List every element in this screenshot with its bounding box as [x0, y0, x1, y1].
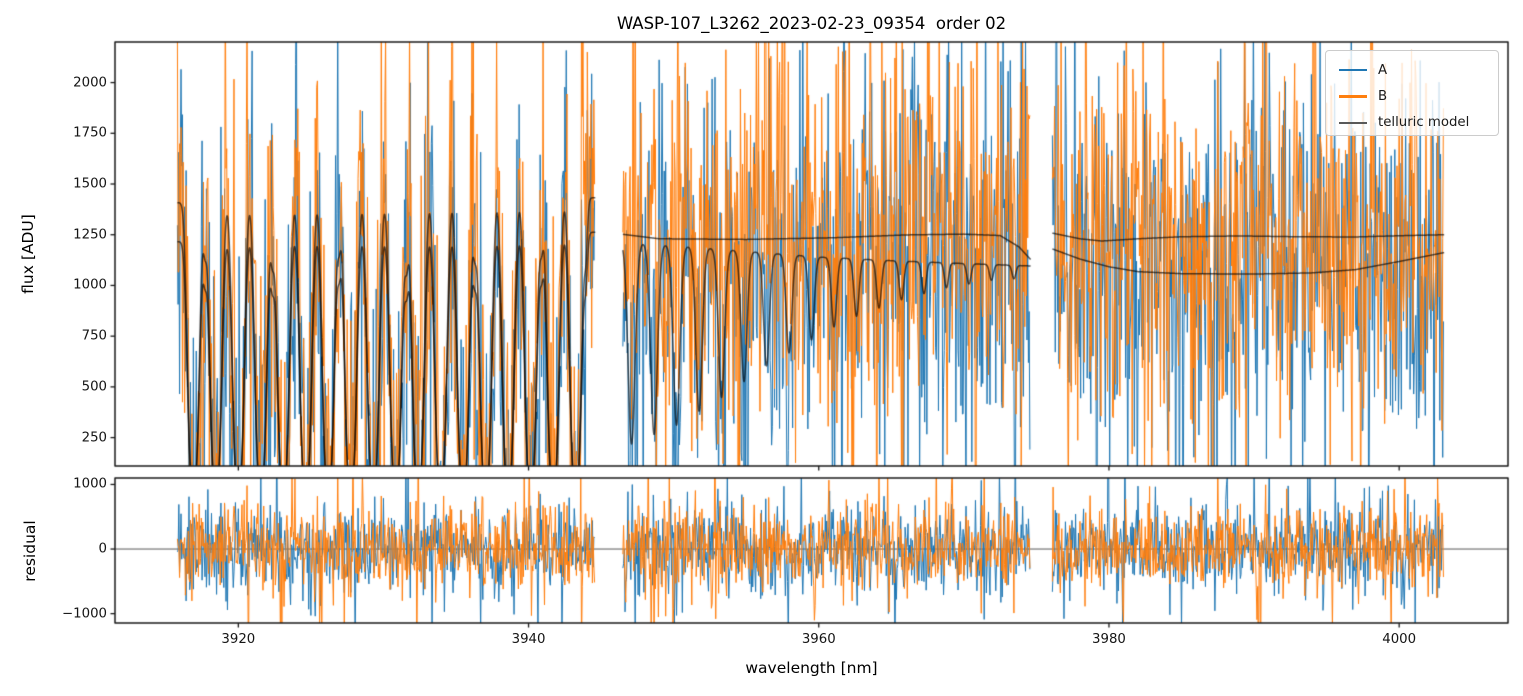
series-a-line-swatch — [1339, 69, 1367, 72]
x-tick-label: 3940 — [511, 632, 546, 647]
legend-item-a: A — [1326, 57, 1498, 83]
residual-y-tick-label: 0 — [98, 541, 107, 557]
flux-y-tick-label: 2000 — [73, 75, 107, 91]
flux-y-tick-label: 1250 — [73, 227, 107, 243]
legend-item-b: B — [1326, 83, 1498, 109]
x-tick-label: 3960 — [801, 632, 836, 647]
residual-y-tick-label: 1000 — [73, 476, 107, 492]
legend-label-b: B — [1378, 88, 1388, 104]
flux-y-tick-label: 1500 — [73, 176, 107, 192]
legend-label-a: A — [1378, 62, 1388, 78]
legend-label-telluric-model: telluric model — [1378, 115, 1470, 131]
chart-title: WASP-107_L3262_2023-02-23_09354 order 02 — [616, 14, 1007, 33]
flux-y-tick-label: 1000 — [73, 277, 107, 293]
flux-y-tick-label: 750 — [81, 328, 107, 344]
residual-y-tick-label: −1000 — [62, 606, 107, 622]
flux-y-tick-label: 250 — [81, 430, 107, 446]
flux-y-tick-label: 500 — [81, 379, 107, 395]
series-b-line-swatch — [1339, 95, 1367, 98]
legend-item-telluric-model: telluric model — [1326, 110, 1498, 136]
x-tick-label: 3920 — [221, 632, 256, 647]
telluric-model-line-swatch — [1339, 121, 1367, 124]
x-tick-label: 3980 — [1092, 632, 1126, 647]
x-axis-label: wavelength [nm] — [745, 659, 878, 677]
x-tick-label: 4000 — [1382, 632, 1417, 647]
flux-y-tick-label: 1750 — [73, 125, 107, 141]
legend-box: A B telluric model — [1325, 50, 1499, 136]
